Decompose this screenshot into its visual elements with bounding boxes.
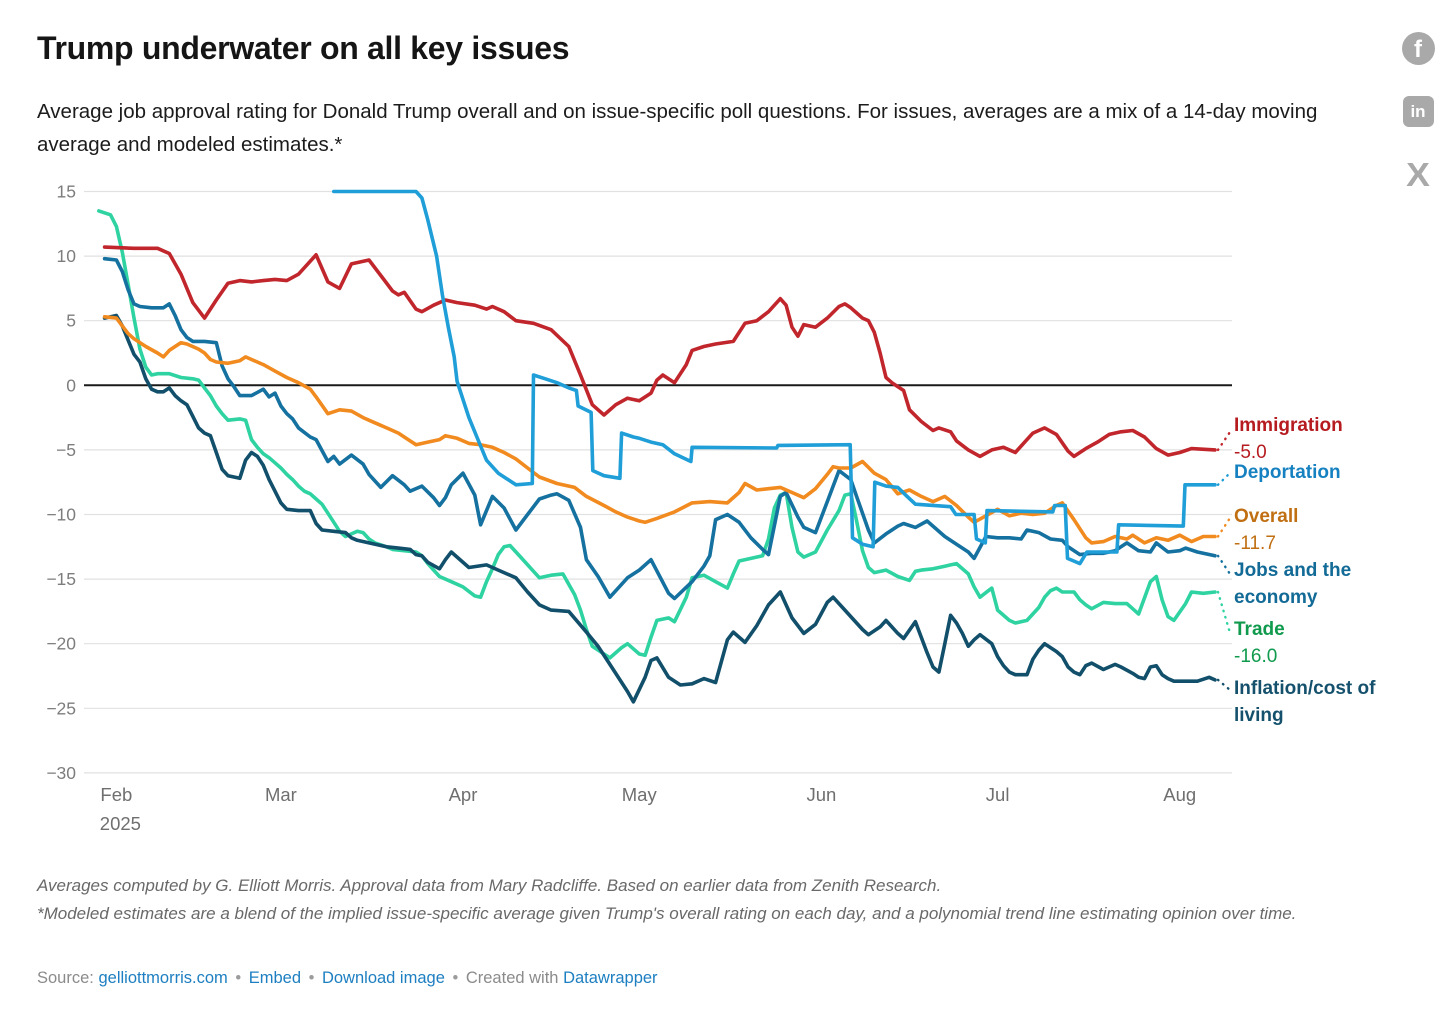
series-line-inflation [102, 313, 1217, 704]
label-connector-immigration [1216, 430, 1232, 452]
notes-line-1: Averages computed by G. Elliott Morris. … [37, 876, 942, 895]
series-label-trade: Trade -16.0 [1234, 619, 1285, 667]
x-tick-sublabel: 2025 [100, 813, 141, 834]
y-tick-label: −25 [46, 698, 76, 718]
separator: • [308, 969, 315, 987]
series-line-trade [97, 209, 1217, 660]
series-line-deportation [331, 189, 1217, 566]
x-tick-label: Apr [449, 784, 478, 805]
label-connector-deportation [1216, 471, 1232, 486]
series-line-immigration [102, 245, 1217, 459]
series-label-inflation: Inflation/cost of living [1234, 678, 1376, 726]
source-line: Source: gelliottmorris.com • Embed • Dow… [37, 969, 658, 988]
datawrapper-link[interactable]: Datawrapper [563, 969, 658, 987]
page-title: Trump underwater on all key issues [37, 30, 570, 66]
download-image-link[interactable]: Download image [321, 969, 445, 987]
source-link[interactable]: gelliottmorris.com [98, 969, 228, 987]
x-tick-label: Jul [986, 784, 1010, 805]
chart-notes: Averages computed by G. Elliott Morris. … [37, 872, 1437, 927]
x-share-icon[interactable]: X [1406, 156, 1430, 193]
series-line-overall [102, 314, 1217, 545]
y-tick-label: 5 [66, 311, 76, 331]
y-tick-label: −10 [46, 505, 76, 525]
x-tick-label: Jun [806, 784, 836, 805]
facebook-share-icon[interactable]: f [1401, 32, 1435, 65]
y-tick-label: 10 [57, 246, 77, 266]
series-label-immigration: Immigration -5.0 [1234, 415, 1343, 463]
separator: • [452, 969, 459, 987]
series-label-deportation: Deportation [1234, 462, 1341, 483]
label-connector-inflation [1216, 678, 1232, 692]
source-label: Source: [37, 969, 94, 987]
label-connector-jobs [1216, 554, 1232, 576]
x-tick-label: Mar [265, 784, 297, 805]
share-toolbar: f in X [1400, 32, 1436, 191]
y-tick-label: 0 [66, 375, 76, 395]
y-tick-label: 15 [57, 182, 76, 202]
separator: • [235, 969, 242, 987]
y-tick-label: −30 [46, 763, 76, 783]
series-line-jobs [102, 256, 1217, 601]
x-tick-label: Feb [100, 784, 132, 805]
y-tick-label: −5 [56, 440, 76, 460]
label-connector-overall [1216, 516, 1232, 538]
linkedin-share-icon[interactable]: in [1402, 96, 1434, 127]
x-tick-label: Aug [1163, 784, 1196, 805]
created-with-label: Created with [465, 969, 559, 987]
series-label-jobs-economy: Jobs and the economy [1234, 560, 1352, 608]
notes-line-2: *Modeled estimates are a blend of the im… [37, 903, 1297, 923]
label-connector-trade [1216, 590, 1232, 635]
y-tick-label: −15 [46, 569, 76, 589]
embed-link[interactable]: Embed [248, 969, 301, 987]
y-tick-label: −20 [46, 634, 76, 654]
chart-description: Average job approval rating for Donald T… [37, 100, 1318, 156]
series-label-overall: Overall -11.7 [1234, 506, 1299, 554]
x-tick-label: May [622, 784, 658, 805]
